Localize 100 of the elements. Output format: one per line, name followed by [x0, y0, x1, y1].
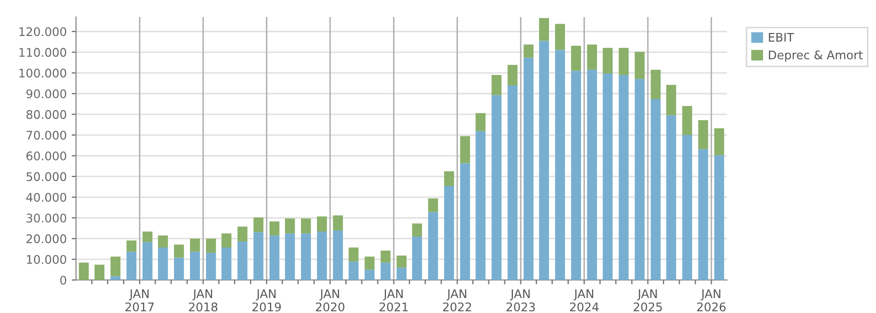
- bar: [253, 232, 264, 280]
- y-tick-label: 100.000: [19, 68, 66, 78]
- bar: [682, 106, 692, 136]
- bar: [300, 233, 311, 280]
- x-tick-label: JAN 2022: [443, 289, 472, 312]
- x-tick-label: JAN 2023: [506, 289, 535, 312]
- bar: [634, 78, 645, 280]
- bar: [174, 258, 184, 280]
- bar: [269, 221, 280, 236]
- bar: [444, 186, 454, 280]
- bar: [284, 233, 295, 280]
- bar: [126, 240, 136, 252]
- bar: [539, 18, 549, 41]
- bar: [190, 238, 200, 252]
- bar: [253, 217, 264, 232]
- bar: [682, 135, 692, 280]
- bar: [492, 95, 502, 280]
- y-tick-label: 90.000: [26, 89, 66, 98]
- bar: [142, 232, 152, 242]
- y-tick-label: 120.000: [19, 27, 66, 36]
- bar: [650, 70, 661, 100]
- bar: [650, 99, 661, 280]
- bar: [555, 24, 565, 50]
- bar: [460, 136, 470, 164]
- bar: [221, 247, 232, 280]
- x-tick-label: JAN 2017: [126, 289, 154, 312]
- bar: [380, 250, 391, 263]
- bar: [602, 74, 613, 280]
- bar: [444, 171, 454, 186]
- bar: [332, 230, 343, 280]
- bar: [158, 247, 168, 280]
- bar: [396, 256, 407, 268]
- bar: [524, 58, 534, 280]
- bar: [508, 86, 518, 280]
- bar: [666, 84, 676, 116]
- bar: [587, 70, 597, 280]
- bar: [237, 226, 248, 242]
- bar: [492, 74, 502, 96]
- bar: [348, 262, 359, 280]
- bar: [698, 120, 708, 150]
- bar: [206, 252, 216, 280]
- bar: [364, 270, 375, 280]
- bar: [396, 268, 407, 280]
- bar: [332, 215, 343, 231]
- bar: [428, 212, 438, 280]
- legend-label: EBIT: [768, 32, 794, 42]
- bar: [618, 74, 629, 280]
- bar: [714, 128, 724, 156]
- bar: [571, 46, 581, 71]
- bar: [206, 238, 216, 253]
- y-tick-label: 30.000: [26, 214, 66, 223]
- bar: [94, 264, 104, 280]
- bar: [348, 247, 359, 262]
- bar: [142, 242, 152, 280]
- bar: [412, 236, 422, 280]
- bar: [476, 113, 486, 132]
- bar: [476, 131, 486, 280]
- bar: [412, 223, 422, 237]
- bar: [618, 48, 629, 75]
- y-tick-label: 10.000: [26, 255, 66, 264]
- bar: [714, 155, 724, 280]
- bar: [284, 218, 295, 234]
- bar: [174, 244, 184, 258]
- x-tick-label: JAN 2024: [570, 289, 599, 312]
- x-tick-label: JAN 2019: [252, 289, 281, 312]
- bar: [190, 252, 200, 280]
- x-tick-label: JAN 2020: [316, 289, 344, 312]
- bar: [269, 235, 280, 280]
- bar: [508, 64, 518, 86]
- y-tick-label: 0: [60, 276, 66, 285]
- bar: [300, 218, 311, 234]
- bar: [460, 163, 470, 280]
- x-tick-label: JAN 2021: [380, 289, 408, 312]
- x-tick-label: JAN 2018: [188, 289, 218, 312]
- bar: [666, 115, 676, 280]
- bar: [571, 70, 581, 280]
- y-tick-label: 20.000: [26, 234, 66, 244]
- bar: [587, 44, 597, 70]
- bar: [237, 241, 248, 280]
- bar: [316, 232, 327, 280]
- bar: [602, 48, 613, 74]
- y-tick-label: 60.000: [26, 151, 66, 160]
- bar: [380, 262, 391, 280]
- bar: [110, 276, 120, 280]
- bar: [539, 40, 549, 280]
- x-tick-label: JAN 2025: [634, 289, 662, 312]
- bar: [221, 233, 232, 248]
- bar: [110, 256, 120, 276]
- bar: [555, 50, 565, 280]
- bar: [158, 235, 168, 248]
- bar: [126, 252, 136, 280]
- bar: [428, 198, 438, 212]
- y-tick-label: 40.000: [26, 192, 66, 202]
- bar: [698, 149, 708, 280]
- y-tick-label: 110.000: [19, 48, 66, 57]
- bar: [634, 52, 645, 79]
- legend-label: Deprec & Amort: [768, 50, 863, 62]
- bar: [364, 256, 375, 270]
- bar: [316, 216, 327, 232]
- y-tick-label: 80.000: [26, 110, 66, 119]
